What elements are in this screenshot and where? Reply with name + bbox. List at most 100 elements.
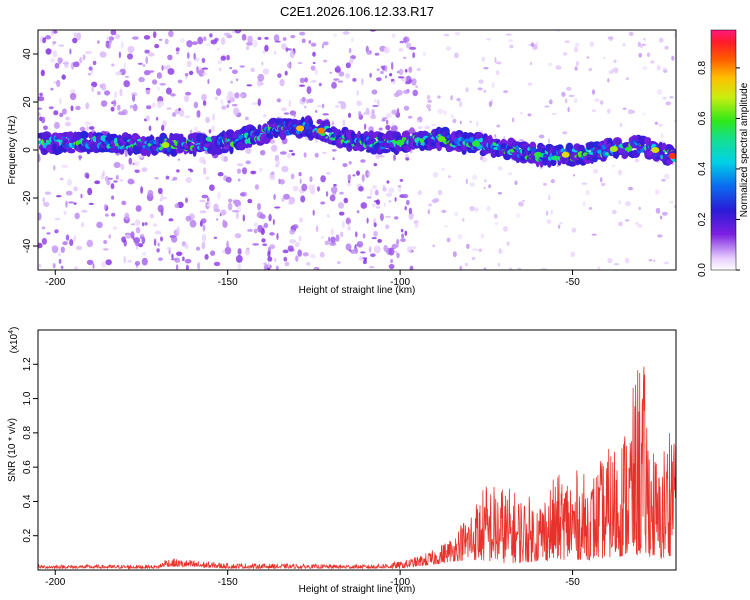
ridge-cell [350,131,355,139]
noise-cell [38,112,41,117]
noise-cell [592,168,599,174]
noise-cell [622,43,626,47]
noise-cell [201,57,206,64]
noise-cell [437,108,444,115]
noise-cell [54,229,59,234]
noise-cell [143,35,151,40]
noise-cell [568,94,575,98]
noise-cell [299,31,306,36]
noise-cell [360,159,366,163]
noise-cell [391,109,398,115]
noise-cell [656,65,661,71]
noise-cell [385,224,390,230]
noise-cell [325,171,331,175]
noise-cell [378,155,385,158]
noise-cell [471,248,477,251]
noise-cell [663,69,668,73]
noise-cell [433,197,440,203]
noise-cell [321,44,324,49]
noise-cell [227,91,234,99]
noise-cell [480,233,485,239]
noise-cell [48,106,54,110]
noise-cell [107,177,113,180]
noise-cell [466,243,470,249]
noise-cell [141,257,148,266]
noise-cell [294,242,300,248]
noise-cell [38,107,43,110]
noise-cell [600,177,603,183]
noise-cell [220,37,226,45]
noise-cell [409,265,414,270]
noise-cell [417,190,422,196]
noise-cell [358,186,364,192]
noise-cell [413,220,419,224]
noise-cell [594,98,600,103]
noise-cell [231,69,238,75]
noise-cell [664,173,670,180]
ridge-core [531,146,537,153]
noise-cell [121,236,126,243]
noise-cell [643,38,646,41]
noise-cell [69,239,74,246]
noise-cell [44,191,52,195]
noise-cell [159,82,166,86]
noise-cell [366,50,372,55]
noise-cell [85,51,92,55]
noise-cell [187,52,190,59]
noise-cell [356,210,360,214]
noise-cell [52,50,58,58]
noise-cell [373,245,381,254]
noise-cell [134,239,139,247]
noise-cell [174,203,180,209]
noise-cell [221,105,227,110]
noise-cell [73,235,76,242]
noise-cell [348,249,352,252]
noise-cell [176,251,183,257]
noise-cell [309,176,313,183]
noise-cell [148,70,155,73]
noise-cell [663,261,670,265]
noise-cell [289,239,297,244]
noise-cell [599,100,604,105]
noise-cell [185,264,189,270]
noise-cell [669,200,674,204]
noise-cell [73,61,80,68]
spectrogram-y-ticks: -40 -20 0 20 40 [22,48,38,253]
noise-cell [113,91,118,99]
noise-cell [302,252,309,257]
noise-cell [469,182,476,187]
noise-cell [213,236,218,239]
noise-cell [414,222,419,228]
noise-cell [396,252,400,259]
noise-cell [390,81,396,85]
noise-cell [38,154,41,162]
noise-cell [382,116,388,120]
noise-cell [388,187,395,194]
noise-cell [261,238,266,243]
noise-cell [220,153,225,161]
noise-cell [315,225,319,233]
noise-cell [254,222,259,228]
noise-cell [346,182,352,187]
noise-cell [318,82,322,87]
noise-cell [356,170,360,176]
noise-cell [341,220,345,229]
x-tick-label: -200 [45,577,65,588]
noise-cell [109,37,112,45]
noise-cell [99,51,107,58]
noise-cell [162,120,167,127]
noise-cell [281,43,287,50]
noise-cell [267,256,273,262]
noise-cell [123,80,130,88]
noise-cell [102,170,105,177]
noise-cell [432,244,436,248]
noise-cell [497,191,502,195]
noise-cell [385,113,392,118]
noise-cell [275,159,280,166]
noise-cell [337,261,341,265]
noise-cell [113,180,118,183]
y-tick-label: -20 [22,190,33,205]
noise-cell [611,164,616,167]
noise-cell [555,64,561,68]
noise-cell [179,109,185,117]
